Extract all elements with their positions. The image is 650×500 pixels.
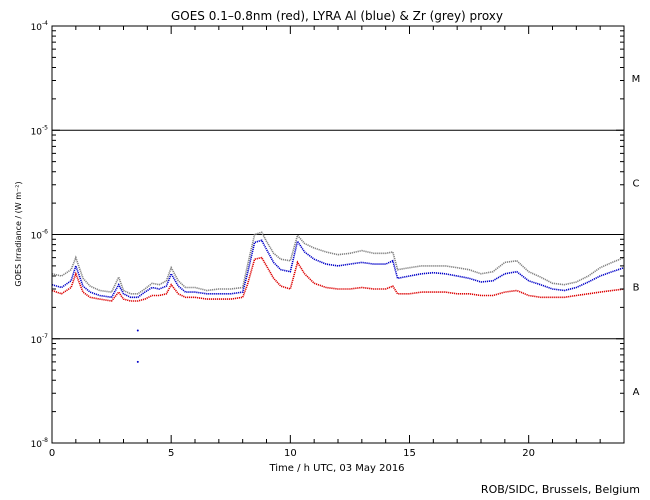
- flare-class-label-M: M: [632, 74, 641, 85]
- y-tick-label: 10-5: [31, 124, 49, 137]
- attribution-footer: ROB/SIDC, Brussels, Belgium: [480, 483, 640, 496]
- x-tick-label-10: 10: [284, 448, 297, 459]
- x-tick-label-20: 20: [522, 448, 535, 459]
- y-axis-label: GOES Irradiance / (W m⁻²): [14, 181, 23, 286]
- flare-class-label-B: B: [633, 283, 640, 294]
- y-tick-label: 10-6: [31, 229, 49, 242]
- x-tick-label-15: 15: [403, 448, 416, 459]
- x-axis-label: Time / h UTC, 03 May 2016: [268, 463, 404, 474]
- flare-class-label-A: A: [633, 387, 640, 398]
- series-line-0: [51, 231, 625, 295]
- y-tick-label: 10-4: [31, 20, 49, 33]
- outlier-point-0: [136, 360, 139, 363]
- flare-class-label-C: C: [633, 178, 640, 189]
- outlier-point-1: [136, 329, 139, 332]
- goes-chart: GOES 0.1–0.8nm (red), LYRA Al (blue) & Z…: [14, 9, 641, 474]
- y-tick-label: 10-7: [31, 333, 49, 346]
- x-tick-label-0: 0: [49, 448, 55, 459]
- series-line-1: [51, 239, 625, 299]
- chart-title: GOES 0.1–0.8nm (red), LYRA Al (blue) & Z…: [171, 9, 503, 23]
- y-tick-label: 10-8: [31, 437, 49, 450]
- plot-area: 0 5 10 15 20 10-8 10-7 10-6 10-5 10-4 A B C M: [31, 20, 641, 459]
- x-tick-label-5: 5: [168, 448, 174, 459]
